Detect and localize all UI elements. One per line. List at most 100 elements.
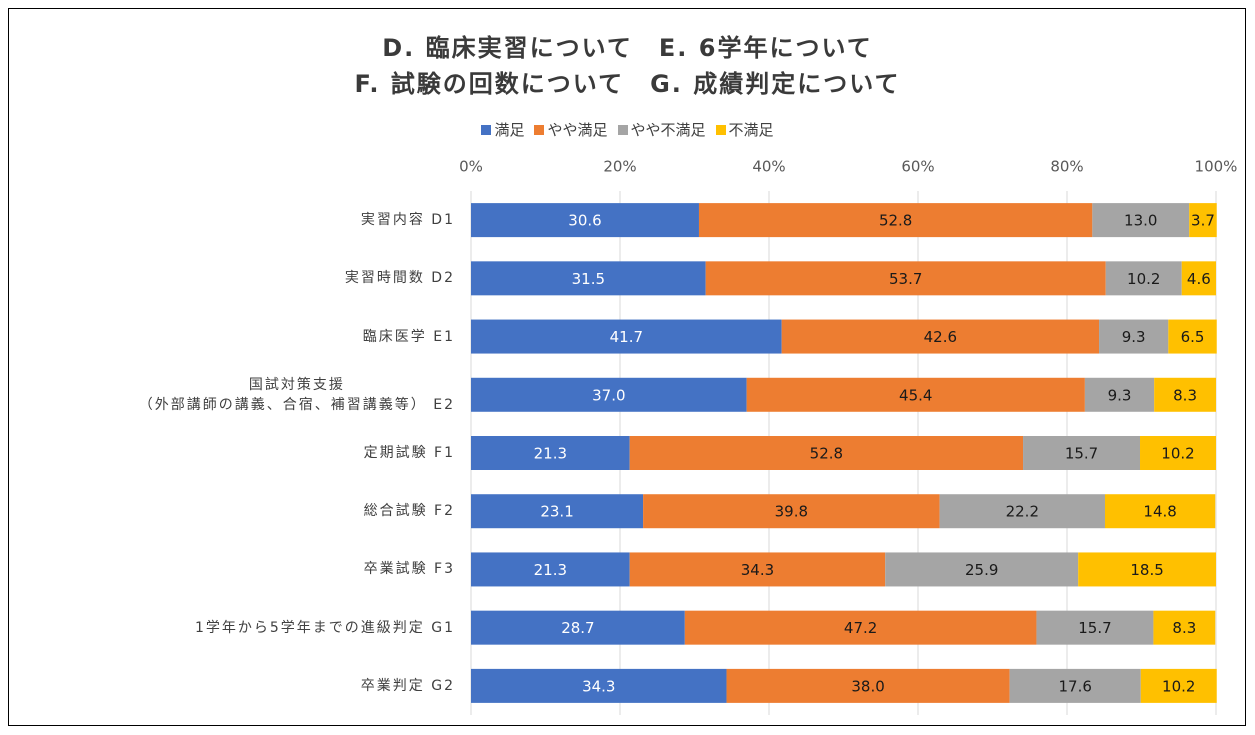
data-label: 15.7 — [1078, 619, 1111, 637]
bar — [1104, 494, 1216, 529]
bar — [684, 610, 1037, 645]
bar — [781, 319, 1100, 354]
x-tick-label: 80% — [1050, 158, 1083, 176]
data-label: 52.8 — [810, 445, 843, 463]
x-tick-label: 20% — [603, 158, 636, 176]
bar — [629, 552, 886, 587]
data-label: 4.6 — [1187, 270, 1211, 288]
data-label: 34.3 — [741, 561, 774, 579]
bar — [471, 436, 630, 470]
data-label: 6.5 — [1181, 328, 1205, 346]
data-label: 25.9 — [965, 561, 998, 579]
y-tick-label: 卒業試験 F3 — [363, 561, 455, 578]
data-label: 21.3 — [534, 561, 567, 579]
x-tick-label: 60% — [901, 158, 934, 176]
bar — [1189, 203, 1217, 238]
data-label: 28.7 — [561, 619, 594, 637]
bar — [939, 494, 1105, 529]
legend-label: 満足 — [494, 121, 525, 139]
data-label: 8.3 — [1172, 619, 1196, 637]
legend-label: やや満足 — [547, 121, 608, 139]
data-label: 52.8 — [879, 212, 912, 230]
data-label: 14.8 — [1143, 503, 1176, 521]
y-tick-label: 1学年から5学年までの進級判定 G1 — [194, 619, 455, 636]
legend-label: やや不満足 — [630, 121, 706, 139]
legend-item: やや満足 — [534, 119, 608, 140]
data-label: 18.5 — [1130, 561, 1163, 579]
data-label: 23.1 — [540, 503, 573, 521]
data-label: 21.3 — [534, 445, 567, 463]
bar — [1154, 377, 1216, 412]
bar — [1084, 377, 1155, 412]
data-label: 30.6 — [568, 212, 601, 230]
bar — [471, 668, 727, 703]
data-label: 3.7 — [1191, 212, 1215, 230]
bar — [1105, 261, 1182, 296]
data-label: 41.7 — [610, 328, 643, 346]
legend-label: 不満足 — [728, 121, 774, 139]
bar — [1078, 552, 1216, 587]
legend-swatch — [617, 124, 628, 135]
chart-title: D. 臨床実習について E. 6学年について — [382, 34, 873, 62]
data-label: 37.0 — [592, 386, 625, 404]
x-tick-label: 40% — [752, 158, 785, 176]
y-tick-label: 実習時間数 D2 — [344, 270, 455, 287]
x-tick-label: 100% — [1195, 158, 1238, 176]
data-label: 15.7 — [1065, 445, 1098, 463]
data-label: 10.2 — [1161, 445, 1194, 463]
bar — [1099, 319, 1169, 354]
bar — [471, 203, 699, 238]
legend-swatch — [481, 124, 492, 135]
data-label: 42.6 — [924, 328, 957, 346]
bar — [1023, 436, 1141, 470]
data-label: 9.3 — [1108, 386, 1132, 404]
bar — [471, 377, 747, 412]
data-label: 13.0 — [1124, 212, 1157, 230]
bar — [885, 552, 1079, 587]
data-label: 22.2 — [1006, 503, 1039, 521]
bar — [698, 203, 1093, 238]
chart-title: F. 試験の回数について G. 成績判定について — [354, 70, 901, 98]
bar — [1009, 668, 1141, 703]
data-label: 31.5 — [572, 270, 605, 288]
bar — [746, 377, 1085, 412]
y-tick-label: 定期試験 F1 — [363, 445, 455, 461]
legend-item: 満足 — [481, 119, 524, 140]
bar — [1092, 203, 1190, 238]
bar — [471, 261, 706, 296]
x-tick-label: 0% — [459, 158, 483, 176]
y-tick-label: 臨床医学 E1 — [362, 328, 455, 345]
y-tick-label: 実習内容 D1 — [360, 212, 455, 229]
bar — [1140, 436, 1216, 470]
data-label: 9.3 — [1122, 328, 1146, 346]
bar — [726, 668, 1010, 703]
bar — [471, 319, 782, 354]
bar — [1036, 610, 1154, 645]
data-label: 17.6 — [1058, 677, 1091, 695]
data-label: 53.7 — [889, 270, 922, 288]
y-tick-label: 国試対策支援 （外部講師の講義、合宿、補習講義等） E2 — [138, 376, 455, 413]
data-label: 39.8 — [775, 503, 808, 521]
legend-item: やや不満足 — [617, 119, 706, 140]
data-label: 34.3 — [582, 677, 615, 695]
bar — [471, 494, 644, 529]
data-label: 10.2 — [1162, 677, 1195, 695]
bar — [1140, 668, 1217, 703]
bar — [471, 610, 685, 645]
bar — [629, 436, 1024, 470]
legend-swatch — [534, 124, 545, 135]
y-tick-label: 総合試験 F2 — [363, 503, 455, 520]
bar — [1168, 319, 1217, 354]
bar — [643, 494, 940, 529]
data-label: 10.2 — [1127, 270, 1160, 288]
legend: 満足 やや満足 やや不満足 不満足 — [0, 119, 1255, 140]
bar — [471, 552, 630, 587]
data-label: 38.0 — [851, 677, 884, 695]
chart-frame — [8, 8, 1246, 726]
bar — [705, 261, 1106, 296]
legend-item: 不満足 — [715, 119, 774, 140]
bar — [1153, 610, 1216, 645]
y-tick-label: 卒業判定 G2 — [360, 677, 455, 694]
legend-swatch — [715, 124, 726, 135]
